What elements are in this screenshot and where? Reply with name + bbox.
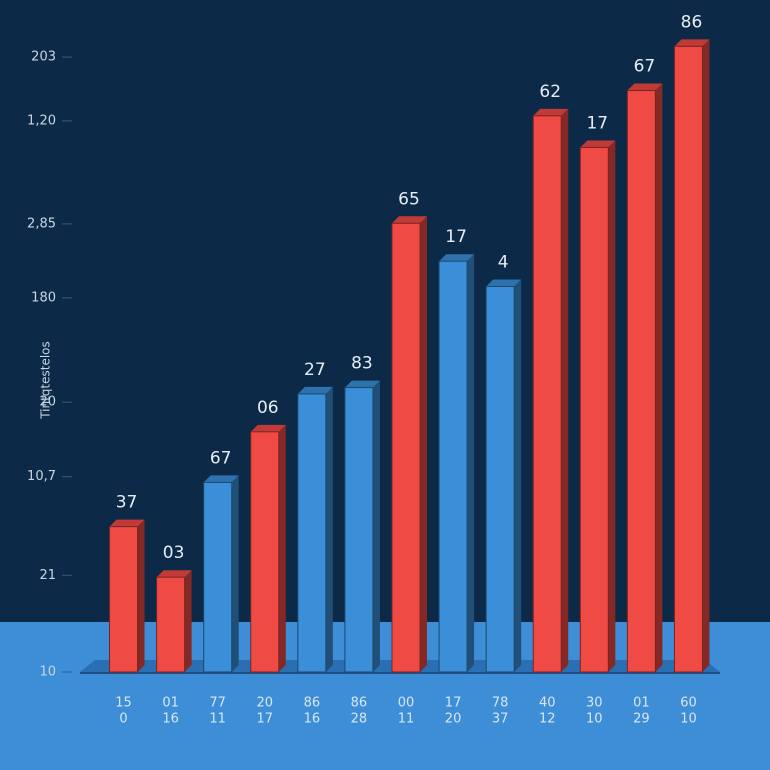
bar-top [674, 39, 710, 47]
bar-side [137, 519, 145, 672]
bar-label: 65 [398, 189, 420, 209]
x-tick-label: 17 [445, 696, 462, 711]
y-tick-label: 203 [31, 50, 56, 65]
bar-side [372, 380, 380, 672]
bar-label: 62 [539, 82, 561, 102]
bar-top [297, 386, 333, 394]
x-tick-label: 17 [256, 712, 273, 727]
x-tick-label: 11 [398, 712, 415, 727]
bar-top [533, 108, 569, 116]
bar [626, 90, 656, 673]
bar [391, 222, 421, 673]
x-tick-label: 28 [351, 712, 368, 727]
y-axis-label: Tintqtestelos [39, 341, 53, 420]
bar-side [608, 140, 616, 672]
x-tick-label: 16 [304, 712, 321, 727]
x-tick-label: 15 [115, 696, 132, 711]
bar-top [109, 519, 145, 527]
bar [156, 576, 186, 673]
y-tick-label: 10 [39, 665, 56, 680]
bar-top [627, 83, 663, 91]
bar-top [203, 475, 239, 483]
y-tick-label: 21 [39, 568, 56, 583]
y-tick-label: 20 [39, 395, 56, 410]
bar-side [325, 386, 333, 672]
bar-label: 67 [210, 448, 232, 468]
bar-label: 06 [257, 398, 279, 418]
x-tick-label: 01 [633, 696, 650, 711]
x-tick-label: 86 [351, 696, 368, 711]
bar-top [486, 279, 522, 287]
x-tick-label: 10 [680, 712, 697, 727]
bar-top [344, 380, 380, 388]
bar-label: 17 [445, 227, 467, 247]
bar-side [561, 108, 569, 673]
bar-side [702, 39, 710, 672]
bar-side [514, 279, 522, 672]
x-tick-label: 30 [586, 696, 603, 711]
bar-side [231, 475, 239, 672]
x-tick-label: 78 [492, 696, 509, 711]
bar [297, 393, 327, 673]
bar-label: 67 [634, 57, 656, 77]
bar-side [184, 570, 192, 672]
bar [532, 115, 562, 673]
y-tick-label: 10,7 [27, 469, 56, 484]
bar-side [420, 216, 427, 672]
bar [673, 45, 703, 673]
bar-top [580, 140, 616, 148]
x-tick-label: 11 [209, 712, 226, 727]
bar-label: 4 [498, 252, 509, 272]
bar-label: 83 [351, 354, 373, 374]
bar-top [250, 424, 286, 432]
bar [579, 146, 609, 673]
x-tick-label: 77 [209, 696, 226, 711]
x-tick-label: 20 [256, 696, 273, 711]
bar-label: 17 [586, 113, 608, 133]
x-tick-label: 01 [162, 696, 179, 711]
bar [485, 285, 515, 673]
bar-top [392, 216, 427, 224]
bar [344, 387, 374, 673]
bar-top [439, 254, 475, 262]
bar [250, 431, 280, 673]
bar-label: 37 [116, 493, 138, 513]
x-tick-label: 86 [304, 696, 321, 711]
x-tick-label: 37 [492, 712, 509, 727]
bar-top [156, 570, 192, 578]
x-tick-label: 29 [633, 712, 650, 727]
bar [203, 481, 233, 673]
x-tick-label: 20 [445, 712, 462, 727]
bar-side [655, 83, 663, 672]
x-tick-label: 40 [539, 696, 556, 711]
y-tick-label: 1,20 [27, 113, 56, 128]
bar [438, 260, 468, 673]
bar [109, 526, 139, 673]
x-tick-label: 00 [398, 696, 415, 711]
y-tick-label: 2,85 [27, 216, 56, 231]
x-tick-label: 12 [539, 712, 556, 727]
x-tick-label: 16 [162, 712, 179, 727]
x-tick-label: 10 [586, 712, 603, 727]
bar-label: 86 [681, 12, 703, 32]
x-tick-label: 60 [680, 696, 697, 711]
bar-side [278, 424, 286, 672]
bar-label: 27 [304, 360, 326, 380]
bar-label: 03 [163, 543, 185, 563]
y-tick-label: 180 [31, 290, 56, 305]
x-tick-label: 0 [119, 712, 127, 727]
bar-side [467, 254, 475, 672]
